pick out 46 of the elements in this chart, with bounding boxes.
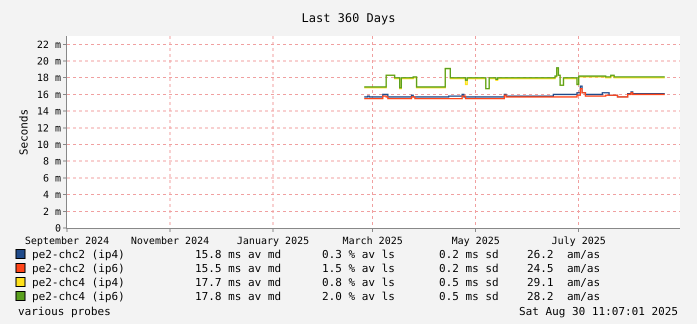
text: 0.2 ms sd <box>439 262 499 275</box>
y-tick-label: 16 m <box>36 90 61 101</box>
text: 29.1 <box>527 276 554 289</box>
text: 26.2 <box>527 248 554 261</box>
x-tick-label: September 2024 <box>24 236 110 247</box>
text: various probes <box>18 305 111 318</box>
text: Sat Aug 30 11:07:01 2025 <box>519 305 678 318</box>
y-tick-label: 0 <box>54 224 61 234</box>
text: am/as <box>567 262 600 275</box>
legend-label: pe2-chc2 (ip6) <box>32 262 125 275</box>
x-tick-label: January 2025 <box>236 236 310 247</box>
y-tick-label: 8 m <box>42 156 61 168</box>
x-tick-label: July 2025 <box>552 236 606 247</box>
x-tick-label: May 2025 <box>452 236 500 247</box>
legend-label: pe2-chc4 (ip4) <box>32 276 125 289</box>
text: 0.8 % av ls <box>322 276 395 289</box>
text: 0.5 ms sd <box>439 276 499 289</box>
legend-label: pe2-chc4 (ip6) <box>32 290 125 303</box>
text: 28.2 <box>527 290 554 303</box>
text: 2.0 % av ls <box>322 290 395 303</box>
text: 1.5 % av ls <box>322 262 395 275</box>
text: 0.5 ms sd <box>439 290 499 303</box>
text: am/as <box>567 248 600 261</box>
y-tick-label: 4 m <box>42 190 61 202</box>
y-tick-label: 20 m <box>36 56 61 68</box>
y-tick-label: 2 m <box>42 206 61 218</box>
y-tick-label: 18 m <box>36 73 61 84</box>
y-tick-label: 22 m <box>36 40 61 51</box>
text: 0.3 % av ls <box>322 248 395 261</box>
y-axis-title: Seconds <box>18 108 31 156</box>
y-tick-label: 6 m <box>42 173 61 184</box>
text: 15.8 ms av md <box>195 248 282 261</box>
text: am/as <box>567 290 600 303</box>
text: 0.2 ms sd <box>439 248 499 261</box>
text: 15.5 ms av md <box>195 262 282 275</box>
x-tick-label: November 2024 <box>130 236 210 247</box>
x-tick-label: March 2025 <box>342 236 403 247</box>
y-tick-label: 14 m <box>36 106 61 118</box>
legend-label: pe2-chc2 (ip4) <box>32 248 125 261</box>
text: 17.8 ms av md <box>195 290 282 303</box>
text: 17.7 ms av md <box>195 276 282 289</box>
y-tick-label: 10 m <box>36 140 61 152</box>
text: am/as <box>567 276 600 289</box>
chart-title: Last 360 Days <box>302 11 396 26</box>
y-tick-label: 12 m <box>36 123 61 134</box>
text: 24.5 <box>527 262 554 275</box>
